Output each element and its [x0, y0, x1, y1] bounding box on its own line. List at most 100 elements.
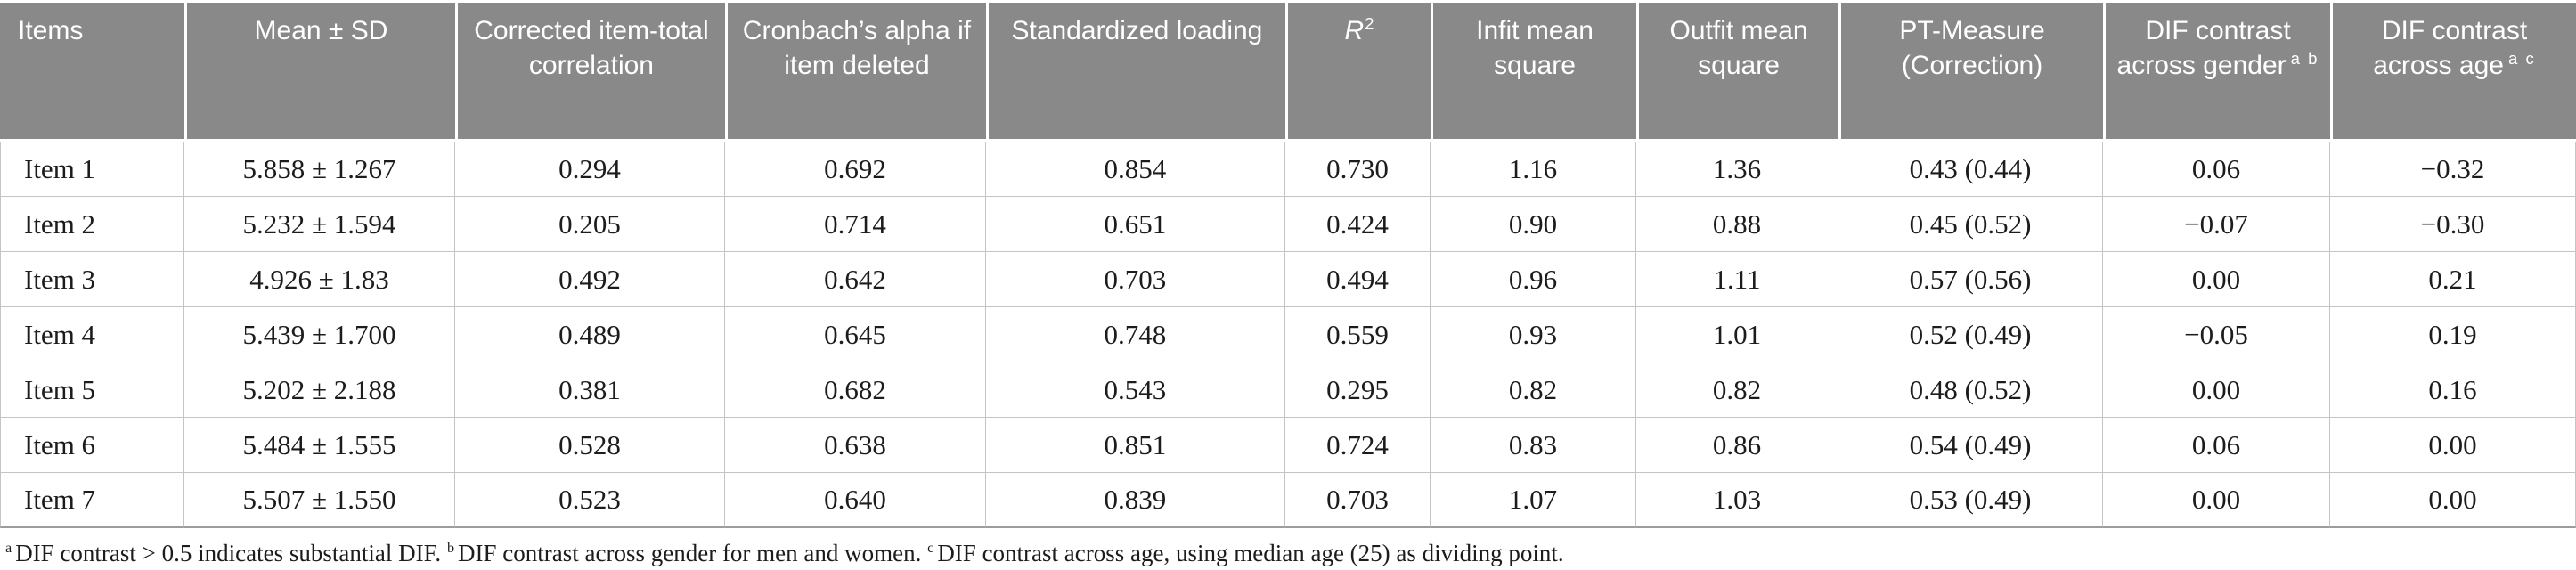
- table-header: Items Mean ± SD Corrected item-total corre…: [0, 3, 2576, 142]
- column-header-pt_measure_correction: PT-Measure (Correction): [1838, 3, 2103, 142]
- value-cell: 1.36: [1636, 142, 1839, 197]
- value-cell: 0.57 (0.56): [1838, 252, 2103, 307]
- value-cell: −0.07: [2103, 197, 2331, 252]
- column-header-corrected_item_total_correlation: Corrected item-total correlation: [454, 3, 725, 142]
- item-statistics-table: Items Mean ± SD Corrected item-total corre…: [0, 3, 2576, 528]
- value-cell: 0.82: [1636, 362, 1839, 418]
- column-header-superscript: a c: [2507, 49, 2536, 68]
- column-header-label: Infit mean square: [1476, 16, 1594, 80]
- value-cell: 0.52 (0.49): [1838, 307, 2103, 362]
- value-cell: 0.86: [1636, 418, 1839, 473]
- value-cell: 0.16: [2330, 362, 2576, 418]
- value-cell: 0.00: [2330, 473, 2576, 528]
- column-header-label: Standardized loading: [1011, 16, 1263, 45]
- table-row: Item 3 4.926 ± 1.83 0.492 0.642 0.703 0.494 0.…: [0, 252, 2576, 307]
- footnote-c: c DIF contrast across age, using median a…: [927, 540, 1564, 566]
- table-row: Item 5 5.202 ± 2.188 0.381 0.682 0.543 0.295 0…: [0, 362, 2576, 418]
- table-row: Item 2 5.232 ± 1.594 0.205 0.714 0.651 0.424 0…: [0, 197, 2576, 252]
- column-header-cronbachs_alpha_if_item_deleted: Cronbach’s alpha if item deleted: [724, 3, 986, 142]
- column-header-superscript: 2: [1365, 14, 1374, 33]
- value-cell: 0.00: [2103, 252, 2331, 307]
- value-cell: 0.543: [985, 362, 1285, 418]
- column-header-dif_contrast_gender: DIF contrast across gender a b: [2103, 3, 2331, 142]
- value-cell: 0.640: [724, 473, 986, 528]
- value-cell: 0.88: [1636, 197, 1839, 252]
- table-row: Item 6 5.484 ± 1.555 0.528 0.638 0.851 0.724 0…: [0, 418, 2576, 473]
- value-cell: 0.692: [724, 142, 986, 197]
- value-cell: 1.16: [1431, 142, 1637, 197]
- value-cell: 1.03: [1636, 473, 1839, 528]
- value-cell: 5.484 ± 1.555: [184, 418, 455, 473]
- value-cell: −0.32: [2330, 142, 2576, 197]
- column-header-label: Items: [18, 16, 84, 45]
- value-cell: 0.724: [1284, 418, 1431, 473]
- value-cell: −0.30: [2330, 197, 2576, 252]
- column-header-label: R: [1344, 16, 1365, 45]
- value-cell: 0.854: [985, 142, 1285, 197]
- value-cell: 0.851: [985, 418, 1285, 473]
- value-cell: 0.48 (0.52): [1838, 362, 2103, 418]
- footnote-marker: a: [5, 540, 12, 556]
- row-label-cell: Item 5: [0, 362, 185, 418]
- value-cell: 0.381: [454, 362, 725, 418]
- value-cell: 0.82: [1431, 362, 1637, 418]
- value-cell: 0.06: [2103, 418, 2331, 473]
- value-cell: 0.83: [1431, 418, 1637, 473]
- value-cell: 0.748: [985, 307, 1285, 362]
- row-label-cell: Item 6: [0, 418, 185, 473]
- value-cell: 0.295: [1284, 362, 1431, 418]
- value-cell: 0.638: [724, 418, 986, 473]
- value-cell: 0.645: [724, 307, 986, 362]
- table-row: Item 7 5.507 ± 1.550 0.523 0.640 0.839 0.703 1…: [0, 473, 2576, 528]
- column-header-label: Outfit mean square: [1669, 16, 1808, 80]
- column-header-standardized_loading: Standardized loading: [985, 3, 1285, 142]
- footnote-a: a DIF contrast > 0.5 indicates substantia…: [5, 540, 447, 566]
- value-cell: 0.93: [1431, 307, 1637, 362]
- value-cell: 0.494: [1284, 252, 1431, 307]
- value-cell: 0.294: [454, 142, 725, 197]
- value-cell: 0.424: [1284, 197, 1431, 252]
- value-cell: 0.00: [2103, 473, 2331, 528]
- value-cell: 0.714: [724, 197, 986, 252]
- value-cell: 0.839: [985, 473, 1285, 528]
- value-cell: 0.559: [1284, 307, 1431, 362]
- column-header-mean_sd: Mean ± SD: [184, 3, 455, 142]
- value-cell: 0.90: [1431, 197, 1637, 252]
- value-cell: 0.730: [1284, 142, 1431, 197]
- row-label-cell: Item 4: [0, 307, 185, 362]
- column-header-label: DIF contrast across age: [2373, 16, 2528, 80]
- value-cell: 0.19: [2330, 307, 2576, 362]
- table-row: Item 1 5.858 ± 1.267 0.294 0.692 0.854 0.730 1…: [0, 142, 2576, 197]
- value-cell: 0.492: [454, 252, 725, 307]
- column-header-label: Cronbach’s alpha if item deleted: [742, 16, 972, 80]
- value-cell: 0.00: [2103, 362, 2331, 418]
- value-cell: 0.682: [724, 362, 986, 418]
- footnote-marker: b: [446, 540, 455, 556]
- value-cell: 5.202 ± 2.188: [184, 362, 455, 418]
- value-cell: 0.54 (0.49): [1838, 418, 2103, 473]
- row-label-cell: Item 2: [0, 197, 185, 252]
- value-cell: 4.926 ± 1.83: [184, 252, 455, 307]
- value-cell: 0.642: [724, 252, 986, 307]
- column-header-superscript: a b: [2290, 49, 2319, 68]
- table-body: Item 1 5.858 ± 1.267 0.294 0.692 0.854 0.730 1…: [0, 142, 2576, 528]
- column-header-label: DIF contrast across gender: [2116, 16, 2291, 80]
- value-cell: 0.651: [985, 197, 1285, 252]
- value-cell: 1.01: [1636, 307, 1839, 362]
- row-label-cell: Item 3: [0, 252, 185, 307]
- footnote-b: b DIF contrast across gender for men and …: [446, 540, 928, 566]
- value-cell: 0.21: [2330, 252, 2576, 307]
- column-header-label: PT-Measure (Correction): [1899, 16, 2045, 80]
- table-row: Item 4 5.439 ± 1.700 0.489 0.645 0.748 0.559 0…: [0, 307, 2576, 362]
- value-cell: 0.00: [2330, 418, 2576, 473]
- column-header-label: Corrected item-total correlation: [474, 16, 709, 80]
- value-cell: 0.96: [1431, 252, 1637, 307]
- value-cell: 0.489: [454, 307, 725, 362]
- value-cell: 5.507 ± 1.550: [184, 473, 455, 528]
- value-cell: 1.11: [1636, 252, 1839, 307]
- value-cell: 0.703: [1284, 473, 1431, 528]
- value-cell: −0.05: [2103, 307, 2331, 362]
- table-footnotes: a DIF contrast > 0.5 indicates substantia…: [5, 539, 2576, 567]
- row-label-cell: Item 7: [0, 473, 185, 528]
